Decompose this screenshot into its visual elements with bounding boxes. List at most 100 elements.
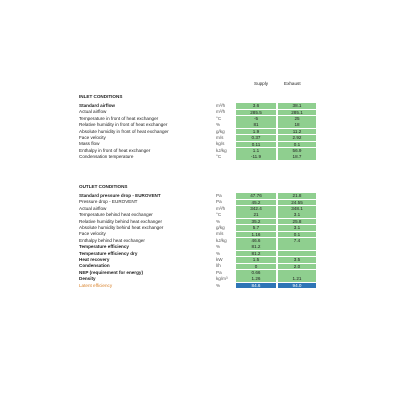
row-label: Relative humidity behind heat exchanger xyxy=(79,218,162,224)
supply-value: 342.4 xyxy=(236,206,276,212)
supply-value: 35.2 xyxy=(236,218,276,225)
row-label: Enthalpy behind heat exchanger xyxy=(79,237,145,243)
row-unit: kg/m³ xyxy=(216,276,228,282)
exhaust-value: 24.55 xyxy=(278,199,316,206)
row-unit: °C xyxy=(216,115,222,121)
row-unit: % xyxy=(216,282,221,288)
exhaust-value: 25 xyxy=(278,116,316,122)
supply-value: 1.26 xyxy=(236,276,276,282)
row-unit: kJ/kg xyxy=(216,237,227,243)
exhaust-value: 2.0 xyxy=(278,263,316,270)
row-label: Density xyxy=(79,276,96,282)
exhaust-value: 25.8 xyxy=(278,218,316,225)
row-label: Mass flow xyxy=(79,141,100,147)
exhaust-value: 18 xyxy=(278,122,316,128)
supply-value: 46.6 xyxy=(236,238,276,244)
empty-cell xyxy=(278,270,316,276)
empty-cell xyxy=(278,250,316,257)
supply-value: 81 xyxy=(236,122,276,128)
exhaust-value: 3.1 xyxy=(278,225,316,231)
row-unit: g/kg xyxy=(216,128,225,134)
row-label: Absolute humidity in front of heat excha… xyxy=(79,128,169,134)
supply-value: 0.11 xyxy=(236,141,276,148)
supply-value: -11.9 xyxy=(236,154,276,160)
supply-value: 21 xyxy=(236,212,276,218)
supply-value: 0.66 xyxy=(236,270,276,276)
supply-value: 0 xyxy=(236,263,276,270)
exhaust-value: 0.1 xyxy=(278,231,316,238)
row-unit: l/h xyxy=(216,263,221,269)
supply-value: 1.16 xyxy=(236,231,276,238)
exhaust-value: 348.1 xyxy=(278,206,316,212)
exhaust-value: 0.1 xyxy=(278,141,316,148)
supply-value: 5.7 xyxy=(236,225,276,231)
supply-value: 84.6 xyxy=(236,282,276,289)
column-header: Exhaust xyxy=(284,81,301,86)
exhaust-value: 94.0 xyxy=(278,282,316,289)
exhaust-value: 2.92 xyxy=(278,135,316,141)
row-unit: kg/s xyxy=(216,141,225,147)
exhaust-value: 38.1 xyxy=(278,103,316,109)
supply-value: 1.9 xyxy=(236,128,276,135)
column-header: Supply xyxy=(254,81,269,86)
row-unit: g/kg xyxy=(216,225,225,230)
row-unit: m/s xyxy=(216,135,224,140)
row-label: Standard airflow xyxy=(79,103,115,108)
supply-value: 3.6 xyxy=(236,103,276,109)
exhaust-value: 285.1 xyxy=(278,109,316,116)
row-unit: m³/h xyxy=(216,109,226,115)
row-label: Temperature efficiency xyxy=(79,244,129,250)
section-title: OUTLET CONDITIONS xyxy=(79,184,128,189)
row-unit: m/s xyxy=(216,231,224,237)
row-unit: % xyxy=(216,250,221,256)
row-label: Latent efficiency xyxy=(79,282,113,288)
row-unit: % xyxy=(216,122,221,128)
supply-value: 47.76 xyxy=(236,193,276,199)
row-label: Enthalpy in front of heat exchanger xyxy=(79,147,151,153)
section-title: INLET CONDITIONS xyxy=(79,94,123,99)
row-unit: m³/h xyxy=(216,205,226,211)
row-label: NEP (requirement for energy) xyxy=(79,269,143,275)
row-label: Temperature in front of heat exchanger xyxy=(79,115,159,121)
row-unit: Pa xyxy=(216,269,222,275)
row-unit: °C xyxy=(216,154,222,160)
row-label: Face velocity xyxy=(79,135,106,140)
exhaust-value: 11.2 xyxy=(278,128,316,135)
exhaust-value: 7.4 xyxy=(278,238,316,244)
row-label: Temperature efficiency dry xyxy=(79,250,138,256)
exhaust-value: 18.7 xyxy=(278,154,316,160)
supply-value: 0.37 xyxy=(236,135,276,141)
row-label: Absolute humidity behind heat exchanger xyxy=(79,225,164,230)
row-unit: % xyxy=(216,218,221,224)
row-label: Actual airflow xyxy=(79,109,107,115)
row-unit: °C xyxy=(216,212,222,218)
row-label: Pressure drop - EUROVENT xyxy=(79,199,138,205)
row-label: Face velocity xyxy=(79,231,106,237)
exhaust-value: 3.5 xyxy=(278,257,316,263)
row-label: Relative humidity in front of heat excha… xyxy=(79,122,168,128)
row-label: Actual airflow xyxy=(79,205,107,211)
row-unit: kW xyxy=(216,257,223,262)
supply-value: 45.2 xyxy=(236,199,276,206)
row-label: Condensation xyxy=(79,263,110,269)
row-label: Temperature behind heat exchanger xyxy=(79,212,153,218)
empty-cell xyxy=(278,244,316,250)
exhaust-value: 1.21 xyxy=(278,276,316,282)
row-unit: kJ/kg xyxy=(216,147,227,153)
exhaust-value: 21.8 xyxy=(278,193,316,199)
supply-value: 81.2 xyxy=(236,250,276,257)
row-label: Condensation temperature xyxy=(79,154,134,160)
row-unit: % xyxy=(216,244,221,250)
exhaust-value: 56.9 xyxy=(278,148,316,154)
exhaust-value: 3.1 xyxy=(278,212,316,218)
supply-value: 285.5 xyxy=(236,109,276,116)
row-label: Standard pressure drop - EUROVENT xyxy=(79,193,161,198)
row-unit: m³/h xyxy=(216,103,226,108)
row-unit: Pa xyxy=(216,199,222,205)
supply-value: 1.5 xyxy=(236,257,276,263)
supply-value: 81.2 xyxy=(236,244,276,250)
supply-value: 1.1 xyxy=(236,148,276,154)
supply-value: -5 xyxy=(236,116,276,122)
row-label: Heat recovery xyxy=(79,257,110,262)
